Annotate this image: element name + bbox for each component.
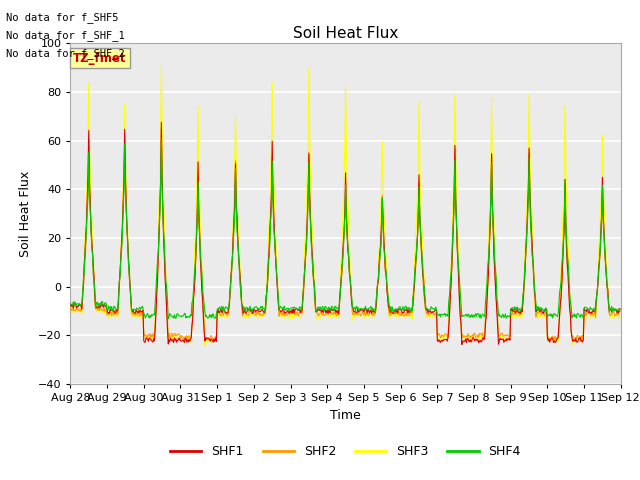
SHF3 bbox=[77, 306, 84, 312]
SHF4 bbox=[220, 304, 227, 310]
SHF4 bbox=[133, 305, 141, 311]
SHF3 bbox=[189, 290, 197, 296]
SHF1 bbox=[458, 342, 466, 348]
SHF4 bbox=[616, 308, 624, 314]
SHF4 bbox=[164, 316, 172, 322]
Line: SHF2: SHF2 bbox=[70, 128, 620, 340]
SHF2 bbox=[133, 312, 141, 318]
Legend: SHF1, SHF2, SHF3, SHF4: SHF1, SHF2, SHF3, SHF4 bbox=[165, 440, 526, 463]
Text: TZ_fmet: TZ_fmet bbox=[73, 52, 127, 65]
Line: SHF3: SHF3 bbox=[70, 64, 620, 345]
SHF2 bbox=[67, 306, 74, 312]
SHF2 bbox=[191, 281, 198, 287]
SHF3 bbox=[220, 312, 227, 317]
SHF1 bbox=[413, 248, 420, 253]
X-axis label: Time: Time bbox=[330, 408, 361, 421]
SHF2 bbox=[220, 312, 227, 318]
SHF2 bbox=[77, 306, 84, 312]
SHF3 bbox=[67, 310, 74, 315]
Text: No data for f_SHF_1: No data for f_SHF_1 bbox=[6, 30, 125, 41]
SHF1 bbox=[133, 308, 141, 314]
SHF2 bbox=[429, 312, 437, 318]
SHF3 bbox=[133, 313, 141, 319]
SHF1 bbox=[616, 306, 624, 312]
SHF2 bbox=[182, 337, 189, 343]
SHF1 bbox=[67, 302, 74, 308]
SHF3 bbox=[157, 61, 165, 67]
SHF4 bbox=[191, 274, 198, 279]
SHF2 bbox=[413, 232, 421, 238]
SHF3 bbox=[429, 314, 437, 320]
SHF1 bbox=[77, 301, 84, 307]
SHF1 bbox=[219, 309, 227, 315]
SHF2 bbox=[616, 308, 624, 314]
SHF2 bbox=[157, 125, 165, 131]
Text: No data for f_SHF5: No data for f_SHF5 bbox=[6, 12, 119, 23]
SHF4 bbox=[157, 136, 165, 142]
SHF3 bbox=[413, 189, 421, 194]
Title: Soil Heat Flux: Soil Heat Flux bbox=[293, 25, 398, 41]
Y-axis label: Soil Heat Flux: Soil Heat Flux bbox=[19, 170, 32, 257]
Text: No data for f_SHF_2: No data for f_SHF_2 bbox=[6, 48, 125, 60]
SHF4 bbox=[77, 302, 84, 308]
SHF1 bbox=[157, 120, 165, 125]
SHF4 bbox=[429, 306, 437, 312]
SHF3 bbox=[616, 315, 624, 321]
Line: SHF4: SHF4 bbox=[70, 139, 620, 319]
SHF4 bbox=[67, 301, 74, 307]
Line: SHF1: SHF1 bbox=[70, 122, 620, 345]
SHF1 bbox=[429, 309, 436, 315]
SHF1 bbox=[189, 295, 197, 301]
SHF3 bbox=[201, 342, 209, 348]
SHF4 bbox=[413, 234, 421, 240]
